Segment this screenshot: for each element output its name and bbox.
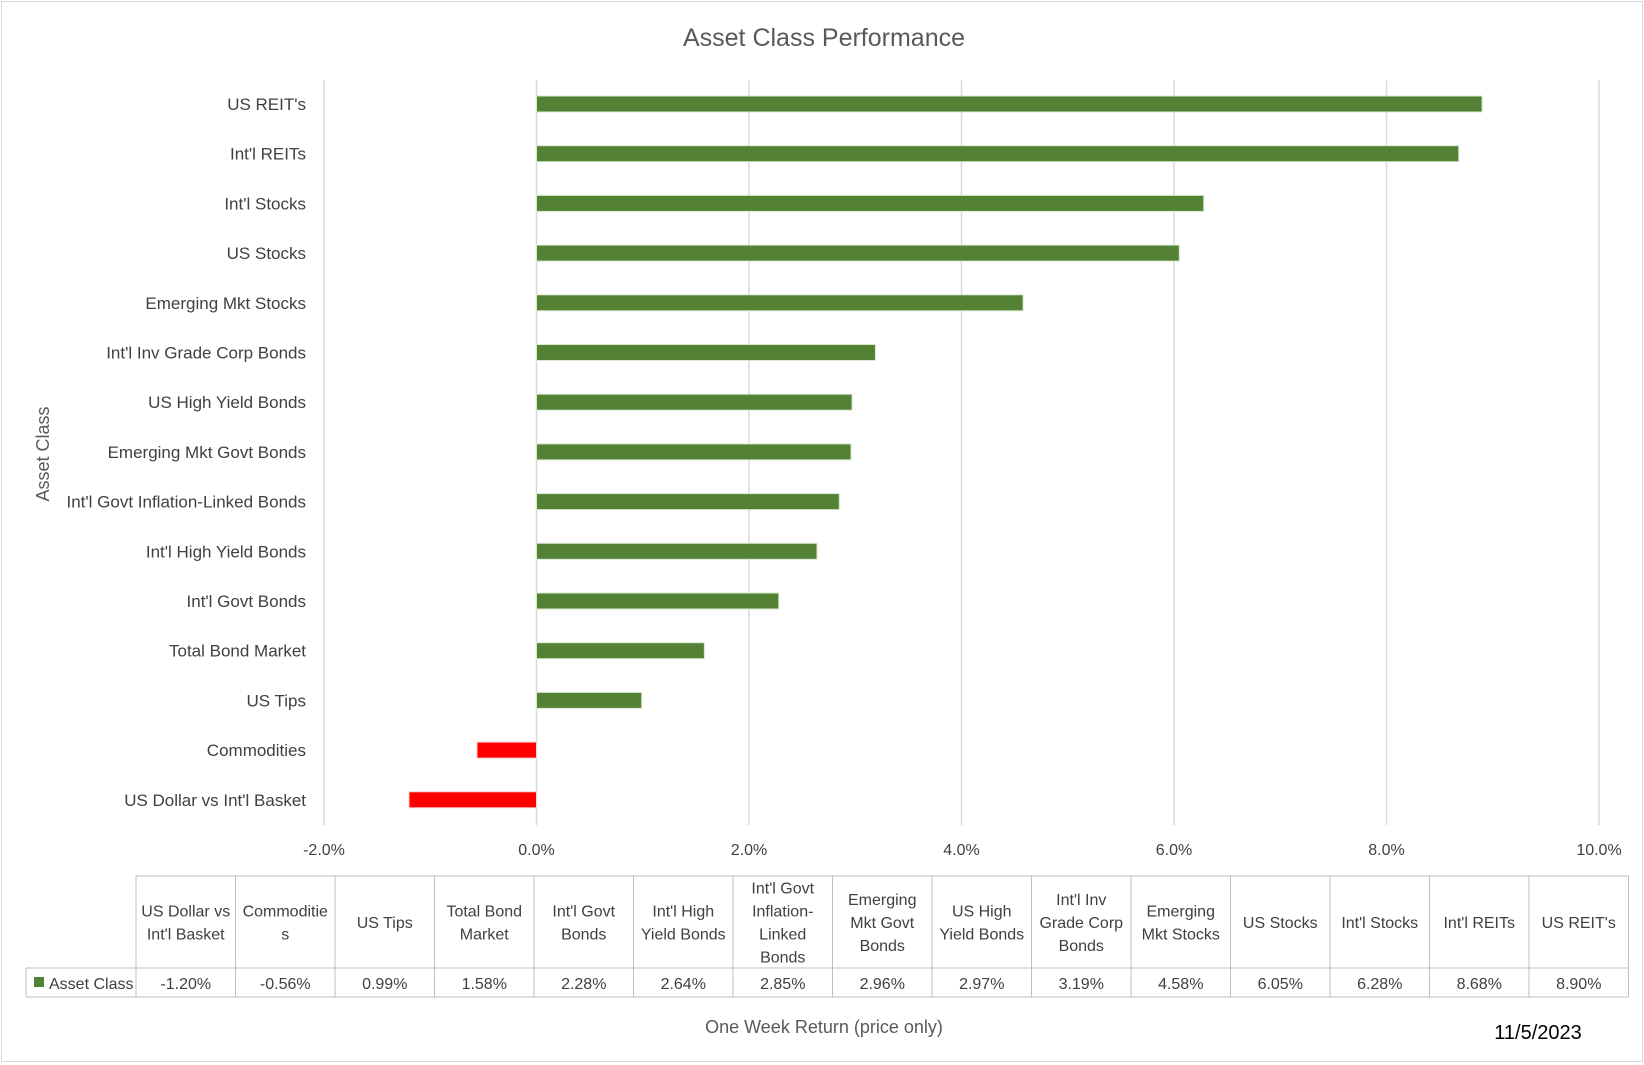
table-value: 2.28% <box>561 976 606 993</box>
category-label: Int'l Inv Grade Corp Bonds <box>106 344 306 363</box>
table-header: Commoditie s <box>243 904 328 944</box>
bar <box>536 95 1483 113</box>
category-label: Int'l Govt Inflation-Linked Bonds <box>67 493 307 512</box>
bar <box>536 145 1460 163</box>
bar <box>536 393 853 411</box>
legend-swatch <box>34 977 44 987</box>
table-value: 4.58% <box>1158 976 1203 993</box>
date-label: 11/5/2023 <box>1494 1022 1582 1044</box>
bar <box>476 741 537 759</box>
table-value: 2.85% <box>760 976 805 993</box>
table-header: Int'l Inv Grade Corp Bonds <box>1039 892 1123 955</box>
bar <box>536 691 643 709</box>
category-label: Int'l REITs <box>230 145 306 164</box>
table-value: 8.90% <box>1556 976 1601 993</box>
table-value: 0.99% <box>362 976 407 993</box>
table-header: Emerging Mkt Stocks <box>1142 904 1220 944</box>
category-label: Int'l Govt Bonds <box>187 592 306 611</box>
x-tick-label: 0.0% <box>518 842 554 859</box>
bars-layer <box>408 95 1483 809</box>
table-header: Int'l High Yield Bonds <box>641 904 726 944</box>
x-tick-label: 10.0% <box>1576 842 1621 859</box>
category-label: US Dollar vs Int'l Basket <box>124 791 306 810</box>
bar <box>408 791 537 809</box>
table-header: US Tips <box>357 915 413 932</box>
category-label: Commodities <box>207 741 306 760</box>
chart-title: Asset Class Performance <box>683 24 965 52</box>
table-value: 2.97% <box>959 976 1004 993</box>
x-tick-label: -2.0% <box>303 842 345 859</box>
category-label: US REIT's <box>227 95 306 114</box>
table-header: Int'l Govt Inflation-Linked Bonds <box>751 881 814 967</box>
table-header: Int'l Stocks <box>1341 915 1418 932</box>
table-value: 6.05% <box>1258 976 1303 993</box>
legend-label: Asset Class <box>49 976 133 993</box>
x-tick-label: 4.0% <box>943 842 979 859</box>
table-header: Emerging Mkt Govt Bonds <box>848 892 916 955</box>
category-label: Int'l Stocks <box>224 194 306 213</box>
table-value: -0.56% <box>260 976 311 993</box>
bar <box>536 493 840 511</box>
bar <box>536 294 1024 312</box>
labels-layer: -2.0% 0.0% 2.0% 4.0% 6.0% 8.0% 10.0% US Dollar … <box>67 95 1622 859</box>
x-axis-title: One Week Return (price only) <box>705 1017 943 1037</box>
table-value: 3.19% <box>1059 976 1104 993</box>
table-value: 2.96% <box>860 976 905 993</box>
bar <box>536 344 876 361</box>
y-axis-title: Asset Class <box>33 406 53 501</box>
data-table: Asset Class US Dollar vs Int'l Basket -1.20… <box>25 875 1629 998</box>
x-tick-label: 6.0% <box>1156 842 1192 859</box>
bar <box>536 443 852 461</box>
table-header: Int'l Govt Bonds <box>552 904 615 944</box>
x-tick-label: 8.0% <box>1368 842 1404 859</box>
table-header: US Stocks <box>1243 915 1318 932</box>
table-value: 6.28% <box>1357 976 1402 993</box>
bar <box>536 194 1205 212</box>
x-tick-label: 2.0% <box>731 842 767 859</box>
category-label: Int'l High Yield Bonds <box>146 542 306 561</box>
table-header: Total Bond Market <box>446 904 522 944</box>
category-label: Emerging Mkt Stocks <box>145 294 306 313</box>
bar <box>536 592 780 610</box>
table-header: US Dollar vs Int'l Basket <box>141 904 230 944</box>
table-value: 1.58% <box>462 976 507 993</box>
table-value: -1.20% <box>160 976 211 993</box>
bar <box>536 244 1180 262</box>
table-header: Int'l REITs <box>1443 915 1515 932</box>
category-label: Total Bond Market <box>169 642 306 661</box>
table-value: 2.64% <box>661 976 706 993</box>
category-label: US Stocks <box>227 244 306 263</box>
bar <box>536 542 818 560</box>
grid-layer <box>323 80 1600 825</box>
bar <box>536 642 705 660</box>
category-label: Emerging Mkt Govt Bonds <box>108 443 306 462</box>
table-header: US High Yield Bonds <box>939 904 1024 944</box>
category-label: US High Yield Bonds <box>148 393 306 412</box>
category-label: US Tips <box>246 691 306 710</box>
table-header: US REIT's <box>1542 915 1616 932</box>
table-value: 8.68% <box>1457 976 1502 993</box>
